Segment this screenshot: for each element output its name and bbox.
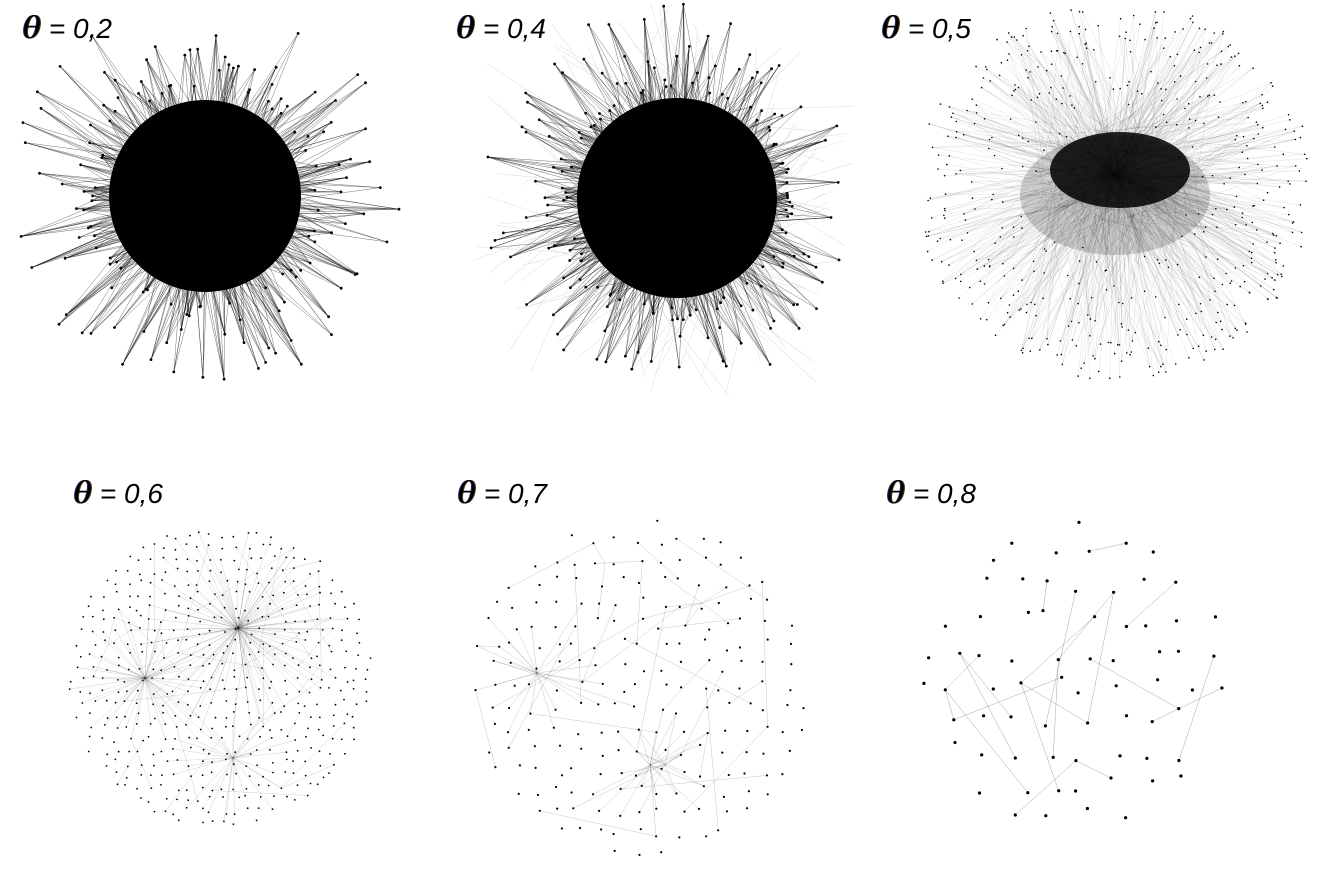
theta-symbol: θ: [882, 11, 901, 46]
theta-value: = 0,2: [48, 13, 112, 44]
network-graph: [474, 519, 805, 856]
theta-symbol: θ: [23, 11, 42, 46]
nodes: [486, 2, 841, 371]
theta-symbol: θ: [458, 476, 477, 511]
nodes: [922, 520, 1224, 820]
network-graph: [19, 32, 401, 381]
panel-label: θ = 0,8: [887, 479, 976, 509]
network-panel-theta-0-2: θ = 0,2: [15, 14, 415, 420]
edges: [487, 4, 840, 370]
nodes: [68, 531, 372, 826]
network-graph: [68, 531, 372, 826]
network-graph: [924, 9, 1308, 380]
core-halo: [1020, 135, 1210, 255]
dense-core: [1050, 132, 1190, 208]
edges: [69, 532, 348, 822]
theta-value: = 0,6: [99, 478, 163, 509]
panel-label: θ = 0,5: [882, 14, 971, 44]
network-panel-theta-0-6: θ = 0,6: [20, 475, 420, 875]
theta-value: = 0,7: [483, 478, 547, 509]
theta-symbol: θ: [74, 476, 93, 511]
network-graph: [922, 520, 1224, 820]
network-graph: [472, 2, 854, 396]
theta-value: = 0,5: [907, 13, 971, 44]
network-panel-theta-0-7: θ = 0,7: [440, 475, 840, 875]
network-panel-theta-0-8: θ = 0,8: [875, 475, 1275, 875]
edges: [475, 538, 768, 837]
panel-label: θ = 0,4: [457, 14, 546, 44]
panel-label: θ = 0,7: [458, 479, 547, 509]
network-panel-theta-0-5: θ = 0,5: [882, 0, 1320, 400]
theta-symbol: θ: [457, 11, 476, 46]
nodes: [924, 9, 1308, 380]
theta-value: = 0,8: [912, 478, 976, 509]
nodes: [474, 519, 805, 856]
edges: [945, 542, 1223, 816]
theta-value: = 0,4: [482, 13, 546, 44]
network-panel-theta-0-4: θ = 0,4: [455, 0, 855, 400]
panel-label: θ = 0,6: [74, 479, 163, 509]
nodes: [19, 32, 401, 381]
theta-symbol: θ: [887, 476, 906, 511]
panel-label: θ = 0,2: [23, 14, 112, 44]
